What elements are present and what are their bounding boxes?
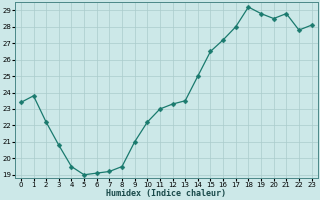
X-axis label: Humidex (Indice chaleur): Humidex (Indice chaleur) — [106, 189, 226, 198]
